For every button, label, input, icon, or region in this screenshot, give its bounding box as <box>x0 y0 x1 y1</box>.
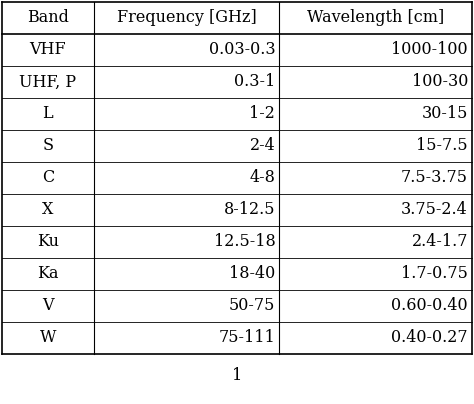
Text: 1-2: 1-2 <box>249 105 275 122</box>
Text: 75-111: 75-111 <box>219 330 275 347</box>
Text: 50-75: 50-75 <box>229 297 275 314</box>
Text: 30-15: 30-15 <box>422 105 468 122</box>
Text: 7.5-3.75: 7.5-3.75 <box>401 170 468 187</box>
Text: C: C <box>42 170 54 187</box>
Text: UHF, P: UHF, P <box>19 74 76 90</box>
Text: L: L <box>43 105 53 122</box>
Text: 1: 1 <box>232 366 242 383</box>
Text: 12.5-18: 12.5-18 <box>214 234 275 250</box>
Text: 2.4-1.7: 2.4-1.7 <box>411 234 468 250</box>
Text: 4-8: 4-8 <box>249 170 275 187</box>
Text: V: V <box>42 297 54 314</box>
Text: 3.75-2.4: 3.75-2.4 <box>401 202 468 219</box>
Text: 1.7-0.75: 1.7-0.75 <box>401 265 468 282</box>
Text: Ku: Ku <box>37 234 59 250</box>
Text: 15-7.5: 15-7.5 <box>416 137 468 154</box>
Text: 18-40: 18-40 <box>229 265 275 282</box>
Text: 2-4: 2-4 <box>249 137 275 154</box>
Text: Band: Band <box>27 10 69 27</box>
Text: Frequency [GHz]: Frequency [GHz] <box>117 10 256 27</box>
Text: X: X <box>42 202 54 219</box>
Text: W: W <box>39 330 56 347</box>
Text: VHF: VHF <box>29 42 66 59</box>
Text: 1000-100: 1000-100 <box>392 42 468 59</box>
Text: S: S <box>42 137 53 154</box>
Text: 8-12.5: 8-12.5 <box>224 202 275 219</box>
Text: Wavelength [cm]: Wavelength [cm] <box>307 10 444 27</box>
Text: 0.60-0.40: 0.60-0.40 <box>392 297 468 314</box>
Text: Ka: Ka <box>37 265 59 282</box>
Text: 0.40-0.27: 0.40-0.27 <box>392 330 468 347</box>
Text: 100-30: 100-30 <box>411 74 468 90</box>
Text: 0.3-1: 0.3-1 <box>234 74 275 90</box>
Text: 0.03-0.3: 0.03-0.3 <box>209 42 275 59</box>
